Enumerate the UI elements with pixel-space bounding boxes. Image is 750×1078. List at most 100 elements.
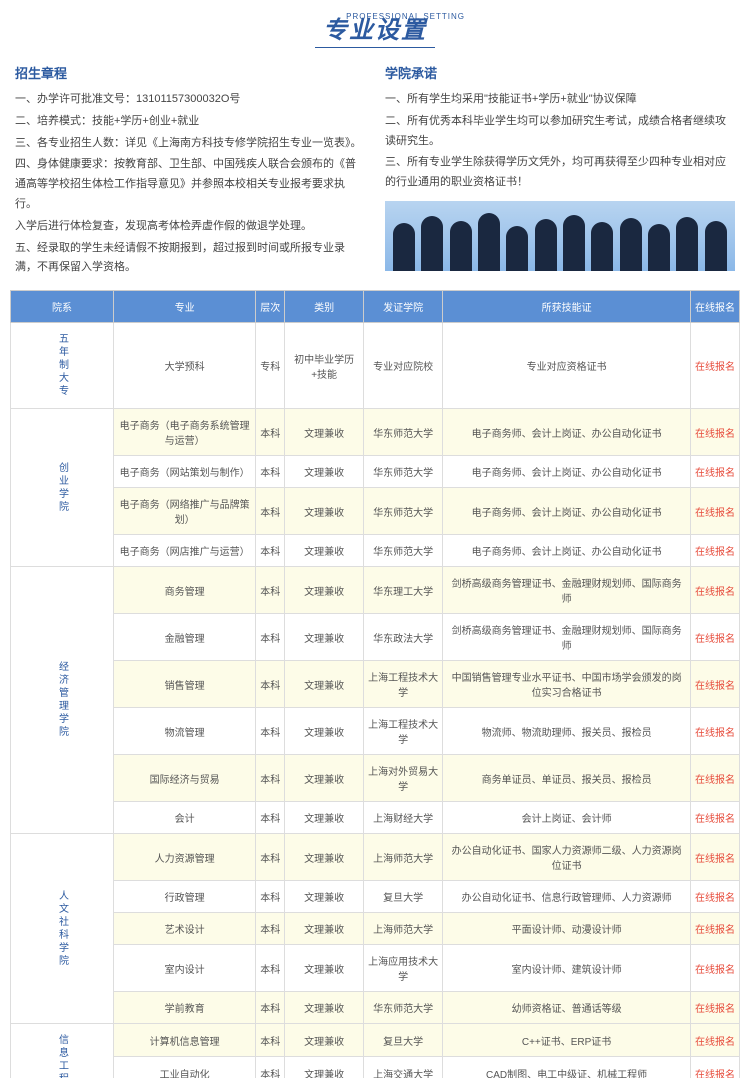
commitment-body: 一、所有学生均采用"技能证书+学历+就业"协议保障二、所有优秀本科毕业学生均可以… xyxy=(385,90,735,193)
table-cell: 上海师范大学 xyxy=(363,834,442,881)
table-cell: 剑桥高级商务管理证书、金融理财规划师、国际商务师 xyxy=(443,567,691,614)
apply-link[interactable]: 在线报名 xyxy=(695,1004,735,1015)
commitment-line: 一、所有学生均采用"技能证书+学历+就业"协议保障 xyxy=(385,90,735,110)
apply-link[interactable]: 在线报名 xyxy=(695,854,735,865)
programs-table: 院系专业层次类别发证学院所获技能证在线报名 五年制大专大学预科专科初中毕业学历+… xyxy=(10,290,740,1078)
table-row: 电子商务（网站策划与制作）本科文理兼收华东师范大学电子商务师、会计上岗证、办公自… xyxy=(11,456,740,488)
table-cell: 会计上岗证、会计师 xyxy=(443,802,691,834)
table-cell: 文理兼收 xyxy=(285,755,364,802)
table-row: 工业自动化本科文理兼收上海交通大学CAD制图、电工中级证、机械工程师在线报名 xyxy=(11,1057,740,1078)
silhouette-figure xyxy=(705,221,727,271)
table-cell: 本科 xyxy=(256,755,285,802)
table-cell: 文理兼收 xyxy=(285,881,364,913)
table-cell: 上海应用技术大学 xyxy=(363,945,442,992)
apply-link[interactable]: 在线报名 xyxy=(695,814,735,825)
apply-link[interactable]: 在线报名 xyxy=(695,429,735,440)
table-cell: 艺术设计 xyxy=(114,913,256,945)
admissions-title: 招生章程 xyxy=(15,63,365,82)
table-cell: 文理兼收 xyxy=(285,945,364,992)
table-cell: 室内设计 xyxy=(114,945,256,992)
apply-link[interactable]: 在线报名 xyxy=(695,1070,735,1078)
table-row: 信息工程学院计算机信息管理本科文理兼收复旦大学C++证书、ERP证书在线报名 xyxy=(11,1024,740,1057)
table-cell: 电子商务师、会计上岗证、办公自动化证书 xyxy=(443,456,691,488)
table-cell: 电子商务（电子商务系统管理与运营） xyxy=(114,409,256,456)
table-cell: 文理兼收 xyxy=(285,802,364,834)
table-cell: 国际经济与贸易 xyxy=(114,755,256,802)
apply-link[interactable]: 在线报名 xyxy=(695,362,735,373)
table-head: 院系专业层次类别发证学院所获技能证在线报名 xyxy=(11,291,740,323)
table-cell: 物流管理 xyxy=(114,708,256,755)
apply-cell: 在线报名 xyxy=(690,456,739,488)
apply-link[interactable]: 在线报名 xyxy=(695,1037,735,1048)
table-cell: 华东师范大学 xyxy=(363,535,442,567)
table-row: 国际经济与贸易本科文理兼收上海对外贸易大学商务单证员、单证员、报关员、报检员在线… xyxy=(11,755,740,802)
apply-cell: 在线报名 xyxy=(690,708,739,755)
table-cell: 文理兼收 xyxy=(285,913,364,945)
column-header: 类别 xyxy=(285,291,364,323)
table-cell: 办公自动化证书、国家人力资源师二级、人力资源岗位证书 xyxy=(443,834,691,881)
dept-cell: 人文社科学院 xyxy=(11,834,114,1024)
table-cell: 本科 xyxy=(256,661,285,708)
table-cell: 文理兼收 xyxy=(285,614,364,661)
table-cell: 上海对外贸易大学 xyxy=(363,755,442,802)
table-cell: CAD制图、电工中级证、机械工程师 xyxy=(443,1057,691,1078)
apply-link[interactable]: 在线报名 xyxy=(695,468,735,479)
table-body: 五年制大专大学预科专科初中毕业学历+技能专业对应院校专业对应资格证书在线报名创业… xyxy=(11,323,740,1078)
table-cell: 初中毕业学历+技能 xyxy=(285,323,364,409)
apply-link[interactable]: 在线报名 xyxy=(695,893,735,904)
apply-cell: 在线报名 xyxy=(690,945,739,992)
apply-link[interactable]: 在线报名 xyxy=(695,925,735,936)
table-cell: 本科 xyxy=(256,992,285,1024)
apply-cell: 在线报名 xyxy=(690,323,739,409)
apply-cell: 在线报名 xyxy=(690,1024,739,1057)
table-cell: 本科 xyxy=(256,535,285,567)
table-cell: 大学预科 xyxy=(114,323,256,409)
admissions-line: 一、办学许可批准文号：13101157300032O号 xyxy=(15,90,365,110)
table-cell: 本科 xyxy=(256,708,285,755)
silhouette-figure xyxy=(648,224,670,271)
silhouette-figure xyxy=(450,221,472,271)
apply-link[interactable]: 在线报名 xyxy=(695,775,735,786)
silhouette-figure xyxy=(535,219,557,271)
apply-link[interactable]: 在线报名 xyxy=(695,587,735,598)
column-header: 在线报名 xyxy=(690,291,739,323)
table-cell: C++证书、ERP证书 xyxy=(443,1024,691,1057)
column-header: 院系 xyxy=(11,291,114,323)
table-cell: 本科 xyxy=(256,567,285,614)
table-cell: 学前教育 xyxy=(114,992,256,1024)
admissions-column: 招生章程 一、办学许可批准文号：13101157300032O号二、培养模式：技… xyxy=(15,63,365,280)
silhouette-figure xyxy=(506,226,528,271)
apply-link[interactable]: 在线报名 xyxy=(695,728,735,739)
table-cell: 商务单证员、单证员、报关员、报检员 xyxy=(443,755,691,802)
table-row: 室内设计本科文理兼收上海应用技术大学室内设计师、建筑设计师在线报名 xyxy=(11,945,740,992)
commitment-title: 学院承诺 xyxy=(385,63,735,82)
table-cell: 商务管理 xyxy=(114,567,256,614)
table-cell: 电子商务（网店推广与运营） xyxy=(114,535,256,567)
table-row: 人文社科学院人力资源管理本科文理兼收上海师范大学办公自动化证书、国家人力资源师二… xyxy=(11,834,740,881)
silhouette-figure xyxy=(393,223,415,271)
table-cell: 幼师资格证、普通话等级 xyxy=(443,992,691,1024)
table-cell: 室内设计师、建筑设计师 xyxy=(443,945,691,992)
table-cell: 金融管理 xyxy=(114,614,256,661)
table-cell: 中国销售管理专业水平证书、中国市场学会颁发的岗位实习合格证书 xyxy=(443,661,691,708)
apply-cell: 在线报名 xyxy=(690,535,739,567)
table-cell: 文理兼收 xyxy=(285,661,364,708)
table-cell: 上海财经大学 xyxy=(363,802,442,834)
apply-cell: 在线报名 xyxy=(690,567,739,614)
table-row: 电子商务（网店推广与运营）本科文理兼收华东师范大学电子商务师、会计上岗证、办公自… xyxy=(11,535,740,567)
apply-link[interactable]: 在线报名 xyxy=(695,681,735,692)
table-cell: 上海交通大学 xyxy=(363,1057,442,1078)
silhouette-figure xyxy=(563,215,585,271)
admissions-line: 三、各专业招生人数：详见《上海南方科技专修学院招生专业一览表》。 xyxy=(15,134,365,154)
apply-link[interactable]: 在线报名 xyxy=(695,508,735,519)
header-row: 院系专业层次类别发证学院所获技能证在线报名 xyxy=(11,291,740,323)
table-cell: 工业自动化 xyxy=(114,1057,256,1078)
apply-link[interactable]: 在线报名 xyxy=(695,965,735,976)
apply-link[interactable]: 在线报名 xyxy=(695,634,735,645)
apply-cell: 在线报名 xyxy=(690,409,739,456)
table-cell: 电子商务（网络推广与品牌策划） xyxy=(114,488,256,535)
table-cell: 本科 xyxy=(256,409,285,456)
apply-link[interactable]: 在线报名 xyxy=(695,547,735,558)
table-cell: 上海工程技术大学 xyxy=(363,661,442,708)
title-badge: Professional setting 专业设置 xyxy=(315,10,435,48)
